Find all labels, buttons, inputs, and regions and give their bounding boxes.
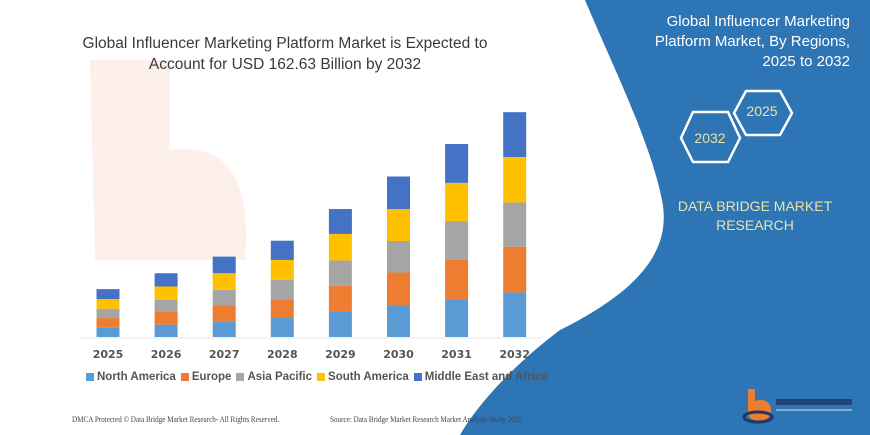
x-tick-label: 2027 [209, 348, 240, 361]
bar-segment-europe-2029 [328, 285, 352, 312]
legend-label: Europe [191, 371, 232, 383]
bar-segment-north-america-2032 [503, 292, 527, 337]
legend-item: Middle East and Africa [413, 371, 548, 383]
bar-segment-south-america-2025 [96, 299, 120, 309]
legend-item: South America [317, 371, 409, 383]
bar-segment-middle-east-and-africa-2025 [96, 289, 120, 300]
bar-segment-south-america-2032 [503, 157, 527, 203]
bar-segment-asia-pacific-2030 [387, 240, 410, 273]
hexagon-2025-icon [732, 89, 794, 137]
bar-segment-south-america-2028 [270, 259, 294, 280]
sidebar-title-line: 2025 to 2032 [762, 53, 850, 70]
bar-segment-asia-pacific-2031 [445, 221, 469, 260]
bar-segment-north-america-2026 [154, 324, 178, 337]
bar-segment-europe-2031 [445, 259, 469, 300]
bar-segment-middle-east-and-africa-2027 [212, 256, 236, 274]
sidebar-title-line: Global Influencer Marketing [666, 13, 850, 30]
bar-segment-europe-2032 [503, 246, 527, 293]
legend-label: North America [97, 371, 176, 383]
bar-segment-south-america-2027 [212, 273, 236, 290]
bar-segment-europe-2026 [154, 311, 178, 325]
legend-swatch [413, 373, 422, 381]
hexagon-icons [679, 89, 794, 164]
bar-segment-north-america-2027 [212, 321, 236, 337]
data-bridge-logo [742, 389, 852, 424]
bar-segment-europe-2025 [96, 318, 120, 328]
legend-swatch [236, 373, 245, 381]
x-tick-label: 2025 [93, 348, 124, 361]
legend-label: South America [328, 371, 409, 383]
bar-segment-europe-2028 [270, 299, 294, 319]
bar-segment-north-america-2025 [96, 327, 120, 337]
bar-segment-south-america-2026 [154, 286, 178, 300]
watermark-logo [90, 60, 247, 260]
bar-segment-middle-east-and-africa-2029 [328, 209, 352, 234]
bar-segment-north-america-2031 [445, 299, 469, 337]
brand-line: RESEARCH [716, 217, 794, 233]
bar-segment-europe-2030 [387, 272, 410, 306]
sidebar-title-line: Platform Market, By Regions, [654, 33, 850, 50]
bar-segment-middle-east-and-africa-2028 [270, 240, 294, 260]
x-tick-label: 2028 [267, 348, 298, 361]
x-tick-label: 2032 [499, 348, 530, 361]
legend-swatch [180, 373, 189, 381]
sidebar-title: Global Influencer Marketing Platform Mar… [590, 12, 850, 72]
bar-segment-north-america-2030 [387, 305, 410, 337]
hexagon-2032-icon [679, 110, 742, 164]
bar-segment-asia-pacific-2029 [328, 260, 352, 286]
x-tick-label: 2030 [383, 348, 414, 361]
hex-year-2032: 2032 [694, 130, 726, 146]
legend-item: Europe [180, 371, 232, 383]
bar-segment-asia-pacific-2025 [96, 308, 120, 319]
bar-segment-asia-pacific-2026 [154, 299, 178, 312]
bar-segment-south-america-2030 [387, 209, 410, 241]
legend: North America Europe Asia Pacific South Ame… [86, 371, 548, 383]
bar-segment-north-america-2029 [328, 311, 352, 337]
legend-item: Asia Pacific [236, 371, 312, 383]
legend-label: Middle East and Africa [424, 371, 548, 383]
bar-segment-asia-pacific-2028 [270, 279, 294, 300]
source-text: Source: Data Bridge Market Research Mark… [330, 414, 522, 424]
brand-line: DATA BRIDGE MARKET [677, 198, 833, 214]
bar-segment-north-america-2028 [270, 318, 294, 337]
bar-segment-middle-east-and-africa-2030 [387, 176, 410, 210]
bar-segment-asia-pacific-2032 [503, 202, 527, 247]
bar-segment-middle-east-and-africa-2026 [154, 273, 178, 287]
brand-text: DATA BRIDGE MARKET RESEARCH [650, 197, 860, 235]
legend-swatch [317, 373, 326, 381]
bar-segment-south-america-2031 [445, 182, 469, 222]
legend-label: Asia Pacific [247, 371, 313, 383]
bar-segment-asia-pacific-2027 [212, 289, 236, 306]
chart-title: Global Influencer Marketing Platform Mar… [82, 35, 488, 73]
legend-item: North America [86, 371, 176, 383]
x-tick-label: 2029 [325, 348, 356, 361]
bar-segment-middle-east-and-africa-2031 [445, 144, 469, 183]
x-tick-label: 2026 [151, 348, 182, 361]
bar-segment-middle-east-and-africa-2032 [503, 112, 527, 158]
legend-swatch [86, 373, 94, 381]
bar-segment-south-america-2029 [328, 233, 352, 261]
bar-segment-europe-2027 [212, 305, 236, 322]
x-tick-label: 2031 [441, 348, 472, 361]
hex-year-2025: 2025 [746, 103, 778, 119]
copyright-text: DMCA Protected © Data Bridge Market Rese… [72, 414, 280, 424]
